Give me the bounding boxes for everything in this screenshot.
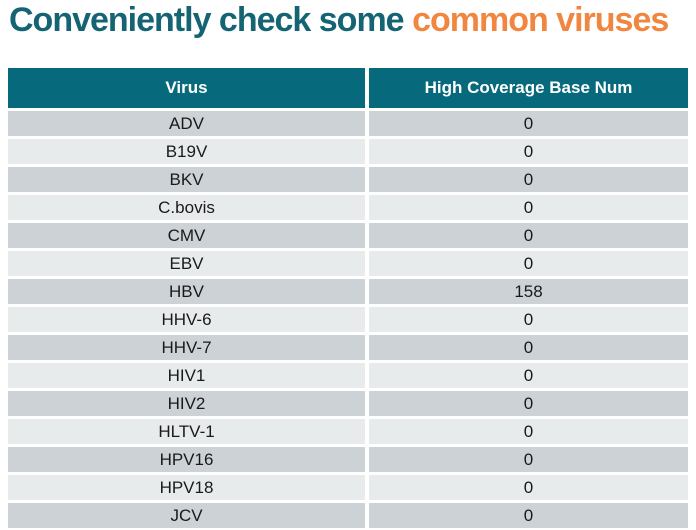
virus-cell: HHV-7 [8, 335, 365, 360]
high-coverage-base-num-cell: 0 [369, 251, 688, 276]
virus-cell: HLTV-1 [8, 419, 365, 444]
column-header-high-coverage-base-num: High Coverage Base Num [369, 68, 688, 108]
virus-cell: ADV [8, 111, 365, 136]
page-title-prefix: Conveniently check some [9, 1, 405, 39]
virus-cell: C.bovis [8, 195, 365, 220]
column-header-virus: Virus [8, 68, 365, 108]
high-coverage-base-num-cell: 0 [369, 195, 688, 220]
virus-table: Virus High Coverage Base Num ADV 0 B19V 0 BK… [8, 68, 688, 528]
page-title-highlight: common viruses [412, 1, 669, 39]
high-coverage-base-num-cell: 0 [369, 167, 688, 192]
virus-cell: HIV1 [8, 363, 365, 388]
high-coverage-base-num-cell: 158 [369, 279, 688, 304]
virus-cell: B19V [8, 139, 365, 164]
high-coverage-base-num-cell: 0 [369, 503, 688, 528]
high-coverage-base-num-cell: 0 [369, 419, 688, 444]
high-coverage-base-num-cell: 0 [369, 335, 688, 360]
virus-cell: HIV2 [8, 391, 365, 416]
virus-cell: HBV [8, 279, 365, 304]
virus-cell: HPV18 [8, 475, 365, 500]
virus-cell: BKV [8, 167, 365, 192]
virus-cell: CMV [8, 223, 365, 248]
high-coverage-base-num-cell: 0 [369, 475, 688, 500]
high-coverage-base-num-cell: 0 [369, 139, 688, 164]
high-coverage-base-num-cell: 0 [369, 391, 688, 416]
page-title: Conveniently check some common viruses [9, 0, 669, 40]
high-coverage-base-num-cell: 0 [369, 223, 688, 248]
virus-cell: JCV [8, 503, 365, 528]
high-coverage-base-num-cell: 0 [369, 363, 688, 388]
virus-cell: HPV16 [8, 447, 365, 472]
high-coverage-base-num-cell: 0 [369, 111, 688, 136]
virus-cell: HHV-6 [8, 307, 365, 332]
high-coverage-base-num-cell: 0 [369, 447, 688, 472]
virus-cell: EBV [8, 251, 365, 276]
high-coverage-base-num-cell: 0 [369, 307, 688, 332]
